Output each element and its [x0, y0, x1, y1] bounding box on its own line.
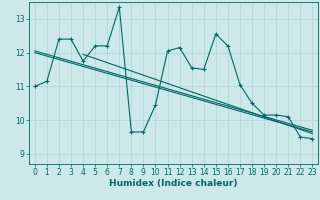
- X-axis label: Humidex (Indice chaleur): Humidex (Indice chaleur): [109, 179, 238, 188]
